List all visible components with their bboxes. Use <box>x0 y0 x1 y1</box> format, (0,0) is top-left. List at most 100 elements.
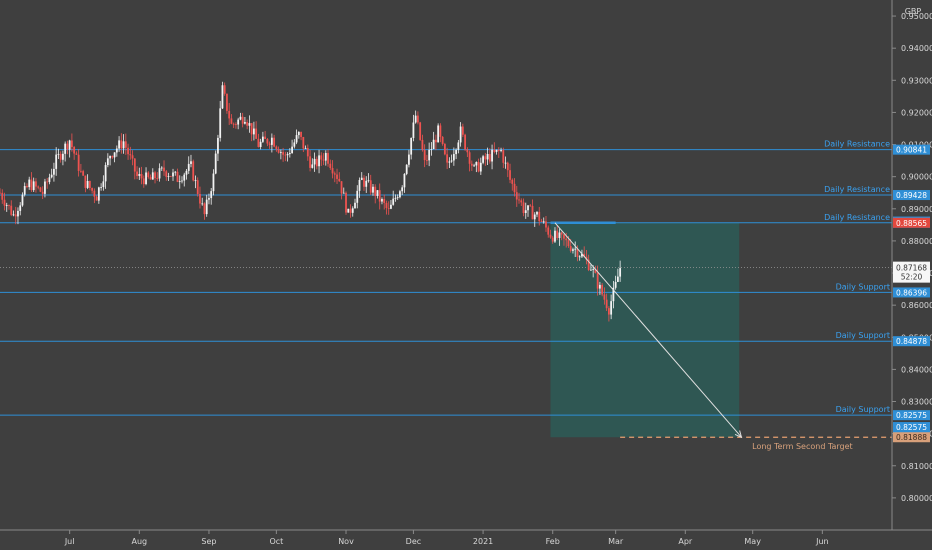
candle-body-274 <box>614 281 617 288</box>
candle-body-39 <box>86 180 89 188</box>
candle-body-182 <box>408 154 410 165</box>
candle-body-164 <box>367 180 370 182</box>
candle-body-10 <box>21 194 24 206</box>
candle-body-52 <box>115 148 118 153</box>
candle-body-162 <box>363 177 365 187</box>
level-price-tag-0-box <box>893 144 930 155</box>
candle-body-169 <box>378 190 381 202</box>
price-tag-1-box <box>893 217 930 228</box>
candle-body-108 <box>241 116 244 124</box>
candle-body-36 <box>79 170 82 172</box>
projection-arrow <box>554 222 742 438</box>
candle-body-41 <box>91 187 94 191</box>
x-tick-label-5: Dec <box>406 537 421 546</box>
candle-body-122 <box>273 137 276 147</box>
level-label-1: Daily Resistance <box>824 185 890 194</box>
candle-body-218 <box>488 154 491 162</box>
candle-body-135 <box>302 136 305 149</box>
candle-body-265 <box>594 269 597 273</box>
candle-body-263 <box>590 269 592 271</box>
candle-body-159 <box>356 190 359 203</box>
candle-body-105 <box>235 124 237 125</box>
candle-body-234 <box>524 210 527 213</box>
current-price-text: 0.87168 <box>896 264 927 273</box>
candle-body-245 <box>549 234 552 238</box>
candle-body-223 <box>500 150 502 152</box>
candle-body-215 <box>482 156 484 163</box>
level-lines-layer: Daily Resistance Daily Resistance Daily Re… <box>0 140 892 416</box>
candle-body-76 <box>169 176 172 177</box>
level-price-tag-3-box <box>893 287 930 298</box>
candle-body-180 <box>403 173 406 188</box>
candle-body-128 <box>286 154 289 156</box>
candle-body-87 <box>194 180 197 182</box>
candle-body-170 <box>381 199 383 202</box>
candle-body-120 <box>268 143 271 145</box>
candle-body-80 <box>178 181 181 182</box>
candle-body-53 <box>118 140 120 149</box>
candle-body-220 <box>493 149 496 152</box>
candle-body-7 <box>14 214 17 217</box>
y-tick-label-12: 0.83000 <box>901 398 932 407</box>
candle-body-25 <box>55 154 58 169</box>
candle-body-104 <box>232 123 235 125</box>
time-axis[interactable]: Jul Aug Sep Oct Nov Dec 2021 Feb Mar Apr May Jun <box>64 530 829 546</box>
x-tick-label-4: Nov <box>338 537 354 546</box>
candle-body-66 <box>147 172 150 178</box>
candle-body-27 <box>59 153 62 160</box>
candle-body-198 <box>443 143 446 155</box>
candle-body-275 <box>616 276 619 282</box>
candle-body-216 <box>484 156 487 160</box>
candle-body-91 <box>203 203 206 215</box>
candle-body-189 <box>423 150 426 161</box>
candle-body-163 <box>365 180 368 187</box>
candle-body-118 <box>264 136 267 140</box>
level-price-tag-3-text: 0.86396 <box>896 288 927 297</box>
candle-body-209 <box>468 152 471 164</box>
x-tick-label-8: Mar <box>608 537 624 546</box>
candle-body-109 <box>244 122 246 124</box>
candle-body-228 <box>511 179 514 184</box>
candle-body-28 <box>62 153 64 160</box>
level-label-5: Daily Support <box>836 405 890 414</box>
level-label-3: Daily Support <box>836 282 890 291</box>
candle-body-30 <box>66 143 69 150</box>
x-tick-label-2: Sep <box>201 537 216 546</box>
candle-body-107 <box>239 116 242 120</box>
candle-body-79 <box>176 171 179 182</box>
candle-body-267 <box>599 284 601 289</box>
candle-body-222 <box>497 149 500 152</box>
candle-body-247 <box>554 230 556 242</box>
candle-body-243 <box>545 221 547 228</box>
candle-body-179 <box>401 187 404 192</box>
level-price-tag-0-text: 0.90841 <box>896 146 927 155</box>
candle-body-178 <box>399 191 401 198</box>
candle-body-161 <box>360 177 363 180</box>
candle-body-72 <box>160 167 163 169</box>
candle-body-149 <box>333 173 336 175</box>
candle-body-238 <box>533 214 536 220</box>
candle-body-5 <box>10 205 13 215</box>
candle-body-115 <box>257 138 260 147</box>
candle-body-201 <box>450 160 453 162</box>
candle-body-21 <box>46 181 49 183</box>
candle-body-174 <box>390 204 392 209</box>
candle-body-75 <box>167 176 170 177</box>
candle-body-71 <box>158 168 161 179</box>
candle-body-204 <box>457 142 460 150</box>
y-tick-label-14: 0.81000 <box>901 462 932 471</box>
candle-body-111 <box>248 123 251 126</box>
candle-body-239 <box>536 211 538 215</box>
candle-body-147 <box>329 163 332 169</box>
candle-body-207 <box>464 134 466 150</box>
candle-body-40 <box>88 180 91 188</box>
candle-body-33 <box>73 146 76 154</box>
candle-body-49 <box>109 155 111 159</box>
candle-body-37 <box>82 171 85 176</box>
candle-body-157 <box>351 208 354 213</box>
candle-body-184 <box>412 122 415 138</box>
candle-body-231 <box>518 199 520 201</box>
candle-body-143 <box>320 155 323 160</box>
candle-body-196 <box>439 125 442 137</box>
